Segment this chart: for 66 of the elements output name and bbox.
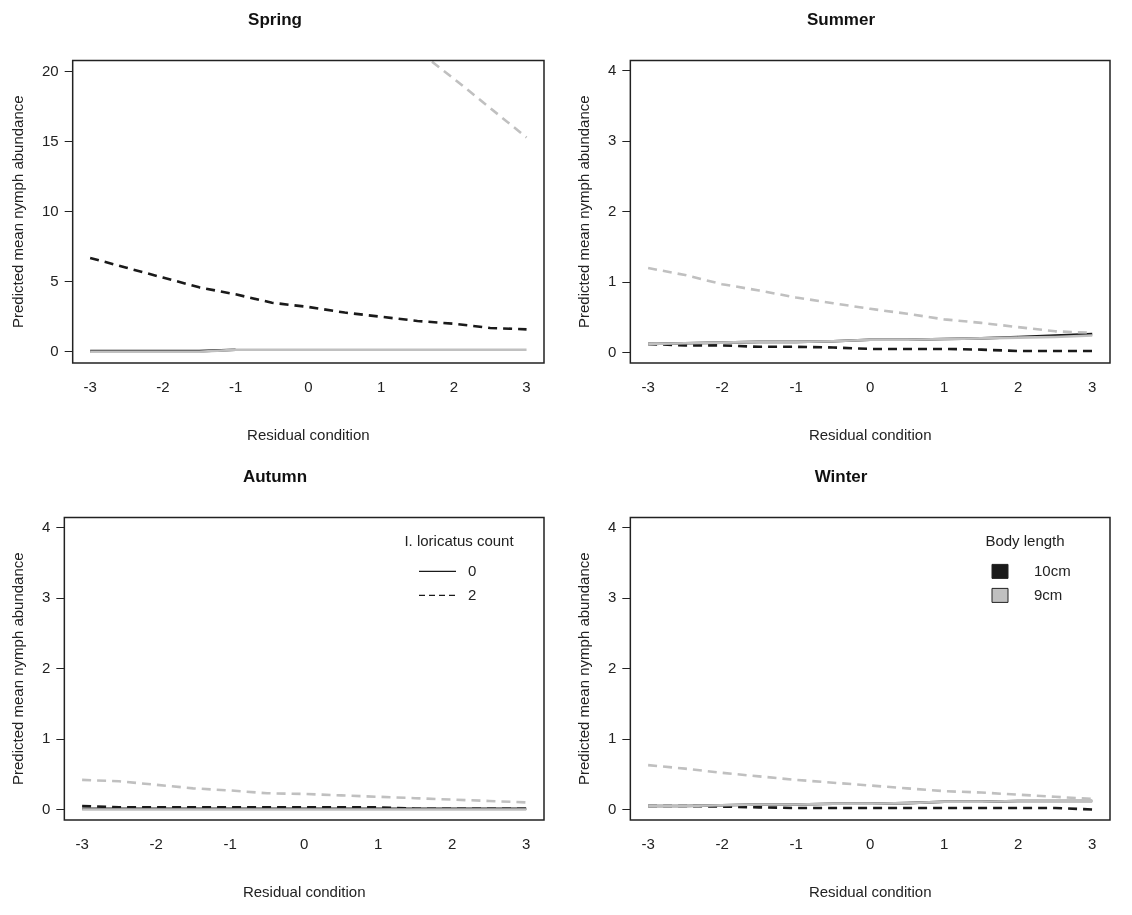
x-tick-label: -1 [228,378,243,396]
y-tick-label: 1 [608,729,617,747]
x-tick-label: 2 [1014,378,1023,396]
y-tick-label: 1 [608,272,617,290]
x-axis-title: Residual condition [247,426,370,444]
x-tick-label: 2 [448,835,457,853]
x-tick-label: 3 [522,378,531,396]
legend-title: Body length [985,531,1065,549]
x-tick-label: 3 [1088,835,1097,853]
y-tick-label: 3 [608,131,617,149]
x-tick-label: 2 [1014,835,1023,853]
y-tick-label: 4 [608,518,617,536]
y-tick-label: 2 [608,201,617,219]
x-tick-label: 3 [1088,378,1097,396]
x-axis-title: Residual condition [808,883,932,901]
y-tick-label: 3 [42,588,51,606]
y-axis-title: Predicted mean nymph abundance [575,552,593,786]
x-tick-label: -3 [641,378,655,396]
x-tick-label: 0 [866,835,875,853]
y-tick-label: 4 [42,518,51,536]
x-tick-label: -3 [83,378,97,396]
legend-label: 10cm [1034,561,1071,579]
y-axis-title: Predicted mean nymph abundance [575,95,593,329]
chart-title: Autumn [242,466,308,486]
x-tick-label: -3 [75,835,89,853]
x-tick-label: -1 [789,835,803,853]
y-tick-label: 3 [608,588,617,606]
x-tick-label: 0 [866,378,875,396]
y-tick-label: 4 [608,61,617,79]
y-axis-title: Predicted mean nymph abundance [9,552,27,786]
x-axis-title: Residual condition [242,883,366,901]
chart-title: Summer [806,9,876,29]
y-tick-label: 0 [50,341,59,359]
y-tick-label: 2 [42,658,51,676]
chart-title: Winter [814,466,868,486]
y-tick-label: 1 [42,729,51,747]
x-tick-label: -1 [223,835,237,853]
chart-title: Spring [248,9,302,29]
y-tick-label: 5 [50,271,59,289]
y-tick-label: 15 [42,131,59,149]
x-tick-label: 1 [940,378,949,396]
x-tick-label: 3 [522,835,531,853]
x-tick-label: -3 [641,835,655,853]
x-tick-label: 0 [304,378,313,396]
y-tick-label: 10 [42,201,59,219]
x-tick-label: 1 [374,835,383,853]
x-tick-label: -2 [156,378,170,396]
x-tick-label: -1 [789,378,803,396]
x-tick-label: -2 [149,835,163,853]
y-tick-label: 0 [608,342,617,360]
legend-label: 2 [468,585,477,603]
x-tick-label: 0 [300,835,309,853]
y-tick-label: 2 [608,658,617,676]
legend-label: 0 [468,561,477,579]
x-tick-label: 1 [376,378,386,396]
legend-title: I. loricatus count [404,531,515,549]
x-tick-label: -2 [715,835,729,853]
x-tick-label: 1 [940,835,949,853]
y-tick-label: 0 [42,799,51,817]
legend-label: 9cm [1034,585,1063,603]
x-tick-label: -2 [715,378,729,396]
x-tick-label: 2 [449,378,458,396]
y-tick-label: 20 [42,61,59,79]
y-tick-label: 0 [608,799,617,817]
x-axis-title: Residual condition [808,426,932,444]
y-axis-title: Predicted mean nymph abundance [9,95,27,329]
